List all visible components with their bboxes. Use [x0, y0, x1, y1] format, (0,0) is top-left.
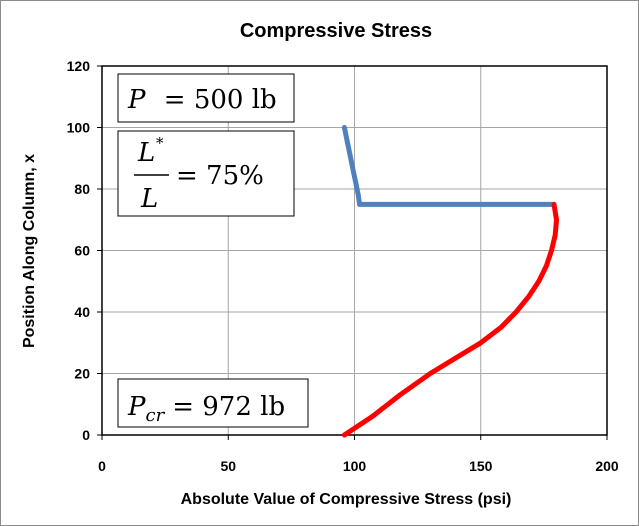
- load-value: = 500 lb: [164, 85, 277, 115]
- annotation-length-ratio: L * L = 75%: [117, 130, 295, 217]
- y-tick-label: 120: [67, 58, 91, 74]
- plot-area-border: [101, 65, 608, 436]
- svg-text:P = 500 lb: P = 500 lb: [127, 85, 277, 115]
- x-axis-title: Absolute Value of Compressive Stress (ps…: [181, 491, 512, 508]
- y-tick-label: 20: [74, 366, 90, 382]
- svg-text:Pcr= 972 lb: Pcr = 972 lb: [127, 392, 285, 426]
- series-group: [341, 125, 559, 438]
- ratio-numerator: L: [137, 138, 155, 168]
- y-tick-label: 100: [67, 120, 91, 136]
- chart-title: Compressive Stress: [240, 20, 432, 42]
- annotation-critical-load: Pcr = 972 lb: [117, 378, 309, 428]
- critical-symbol: P: [127, 392, 146, 422]
- x-tick-label: 200: [595, 458, 619, 474]
- x-tick-labels: 0 50 100 150 200: [98, 458, 619, 474]
- y-tick-label: 80: [74, 181, 90, 197]
- x-tick-label: 50: [220, 458, 236, 474]
- annotation-load: P = 500 lb: [117, 73, 295, 123]
- y-axis-title: Position Along Column, x: [21, 154, 38, 348]
- x-tick-label: 150: [469, 458, 493, 474]
- load-symbol: P: [127, 85, 146, 115]
- y-tick-label: 40: [74, 304, 90, 320]
- ratio-denominator: L: [140, 184, 158, 214]
- series-line-2: [341, 201, 559, 438]
- critical-subscript: cr: [146, 405, 166, 426]
- grid-lines: [97, 65, 608, 440]
- y-tick-label: 60: [74, 243, 90, 259]
- x-tick-label: 100: [343, 458, 367, 474]
- x-tick-label: 0: [98, 458, 106, 474]
- ratio-superscript: *: [156, 134, 164, 152]
- series-line-1: [341, 125, 557, 207]
- critical-value: = 972 lb: [172, 392, 285, 422]
- ratio-value: = 75%: [176, 161, 264, 191]
- y-tick-label: 0: [82, 427, 90, 443]
- y-tick-labels: 0 20 40 60 80 100 120: [67, 58, 91, 443]
